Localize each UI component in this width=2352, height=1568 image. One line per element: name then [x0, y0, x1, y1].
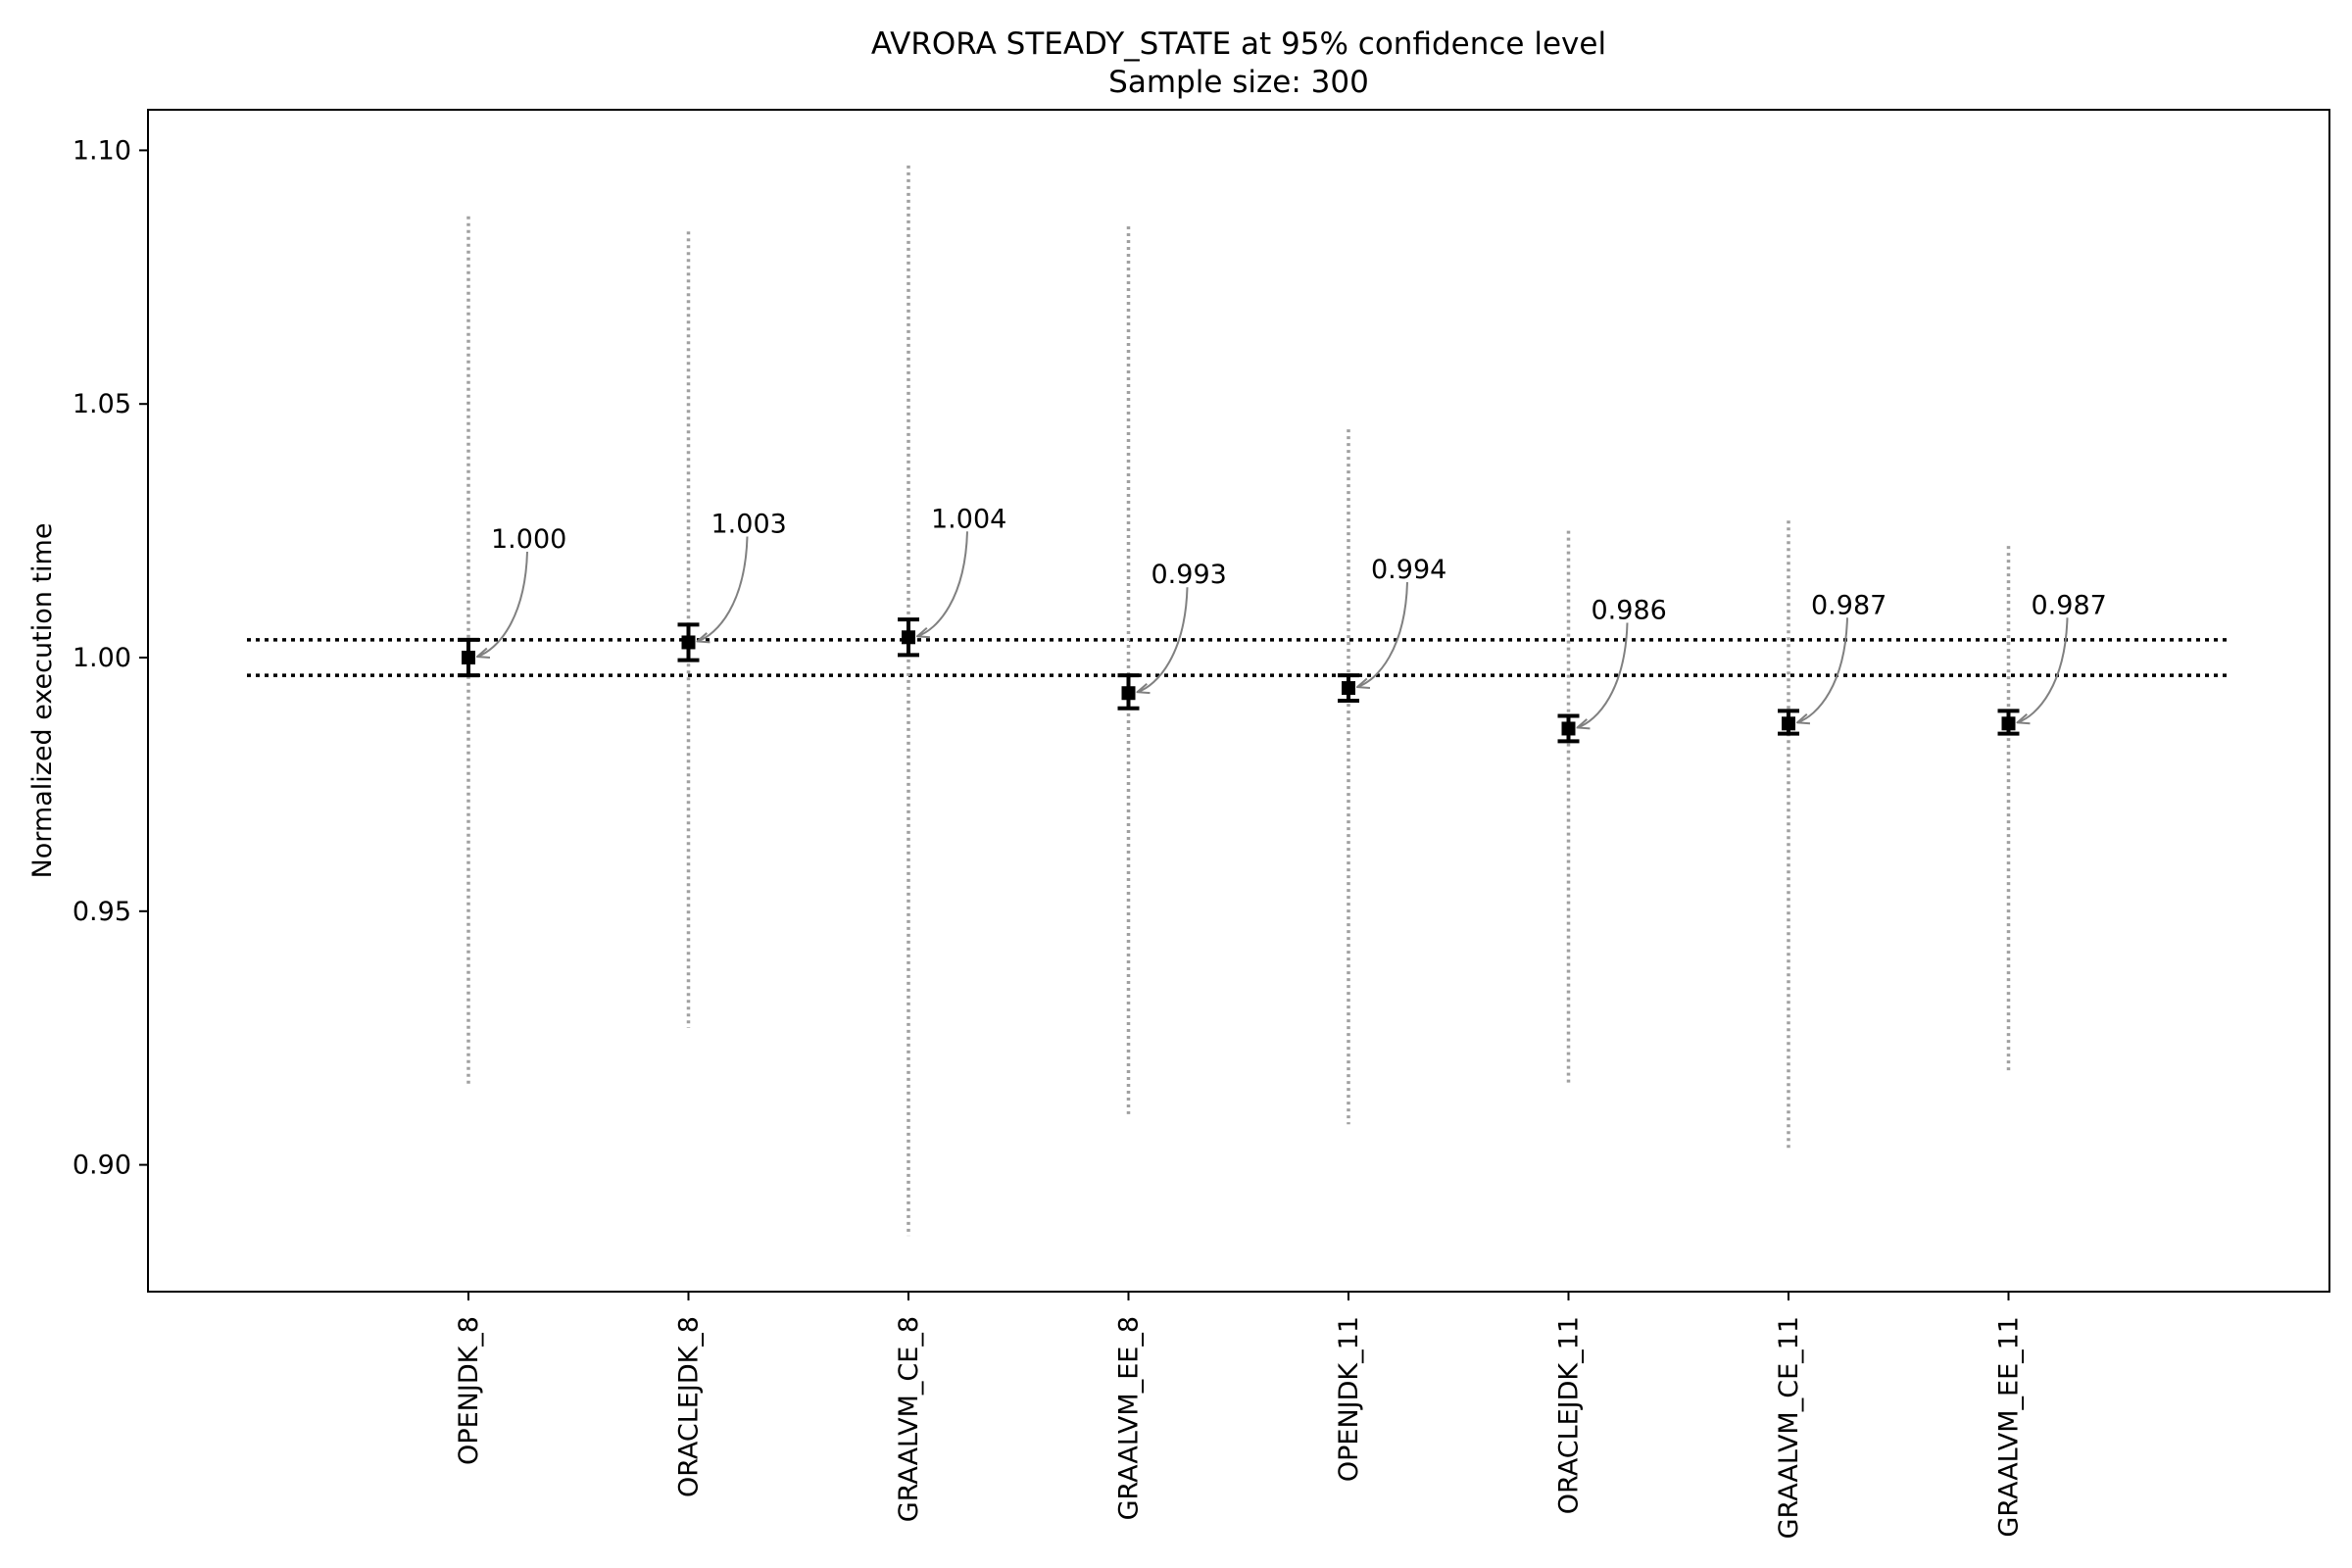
plot-area: 0.90 0.95 1.00 1.05 1.10 1.000 OPENJDK_8 1.003 O…	[73, 135, 2227, 1539]
y-tick-label: 0.95	[73, 897, 131, 927]
x-tick-label: OPENJDK_11	[1334, 1316, 1364, 1482]
data-point	[1782, 716, 1795, 731]
data-point	[902, 630, 915, 645]
x-tick-label: ORACLEJDK_11	[1554, 1316, 1585, 1514]
annotation-arrow	[477, 551, 528, 657]
data-value-label: 0.987	[2032, 590, 2107, 620]
y-tick-label: 0.90	[73, 1151, 131, 1181]
x-tick-label: GRAALVM_CE_8	[894, 1316, 924, 1522]
x-tick-label: GRAALVM_EE_8	[1114, 1316, 1145, 1520]
annotation-arrow	[1138, 587, 1189, 692]
data-value-label: 1.000	[491, 524, 566, 555]
data-value-label: 0.986	[1592, 595, 1667, 625]
x-tick-label: GRAALVM_EE_11	[1994, 1316, 2025, 1538]
chart-subtitle: Sample size: 300	[1108, 65, 1369, 100]
annotation-arrow	[1797, 617, 1848, 722]
data-point	[681, 635, 696, 650]
data-point	[462, 651, 475, 665]
data-point	[2001, 716, 2016, 731]
annotation-arrow	[917, 531, 968, 636]
x-tick-label: OPENJDK_8	[454, 1316, 484, 1465]
y-axis-label: Normalized execution time	[27, 523, 58, 879]
data-point	[1121, 686, 1136, 701]
data-value-label: 0.987	[1811, 590, 1886, 620]
annotation-arrow	[2018, 617, 2069, 722]
annotation-arrow	[1578, 622, 1629, 727]
y-tick-label: 1.00	[73, 643, 131, 673]
data-point	[1342, 681, 1355, 696]
data-value-label: 1.003	[711, 509, 787, 539]
x-tick-label: GRAALVM_CE_11	[1774, 1316, 1804, 1539]
data-point	[1561, 721, 1576, 736]
y-tick-label: 1.05	[73, 389, 131, 419]
data-value-label: 0.994	[1371, 555, 1446, 585]
chart-title: AVRORA STEADY_STATE at 95% confidence le…	[871, 26, 1606, 62]
data-value-label: 0.993	[1152, 560, 1227, 590]
data-value-label: 1.004	[931, 504, 1006, 534]
plot-frame	[147, 109, 2330, 1293]
annotation-arrow	[698, 536, 749, 641]
y-tick-label: 1.10	[73, 135, 131, 166]
x-tick-label: ORACLEJDK_8	[674, 1316, 705, 1497]
annotation-arrow	[1357, 582, 1408, 687]
